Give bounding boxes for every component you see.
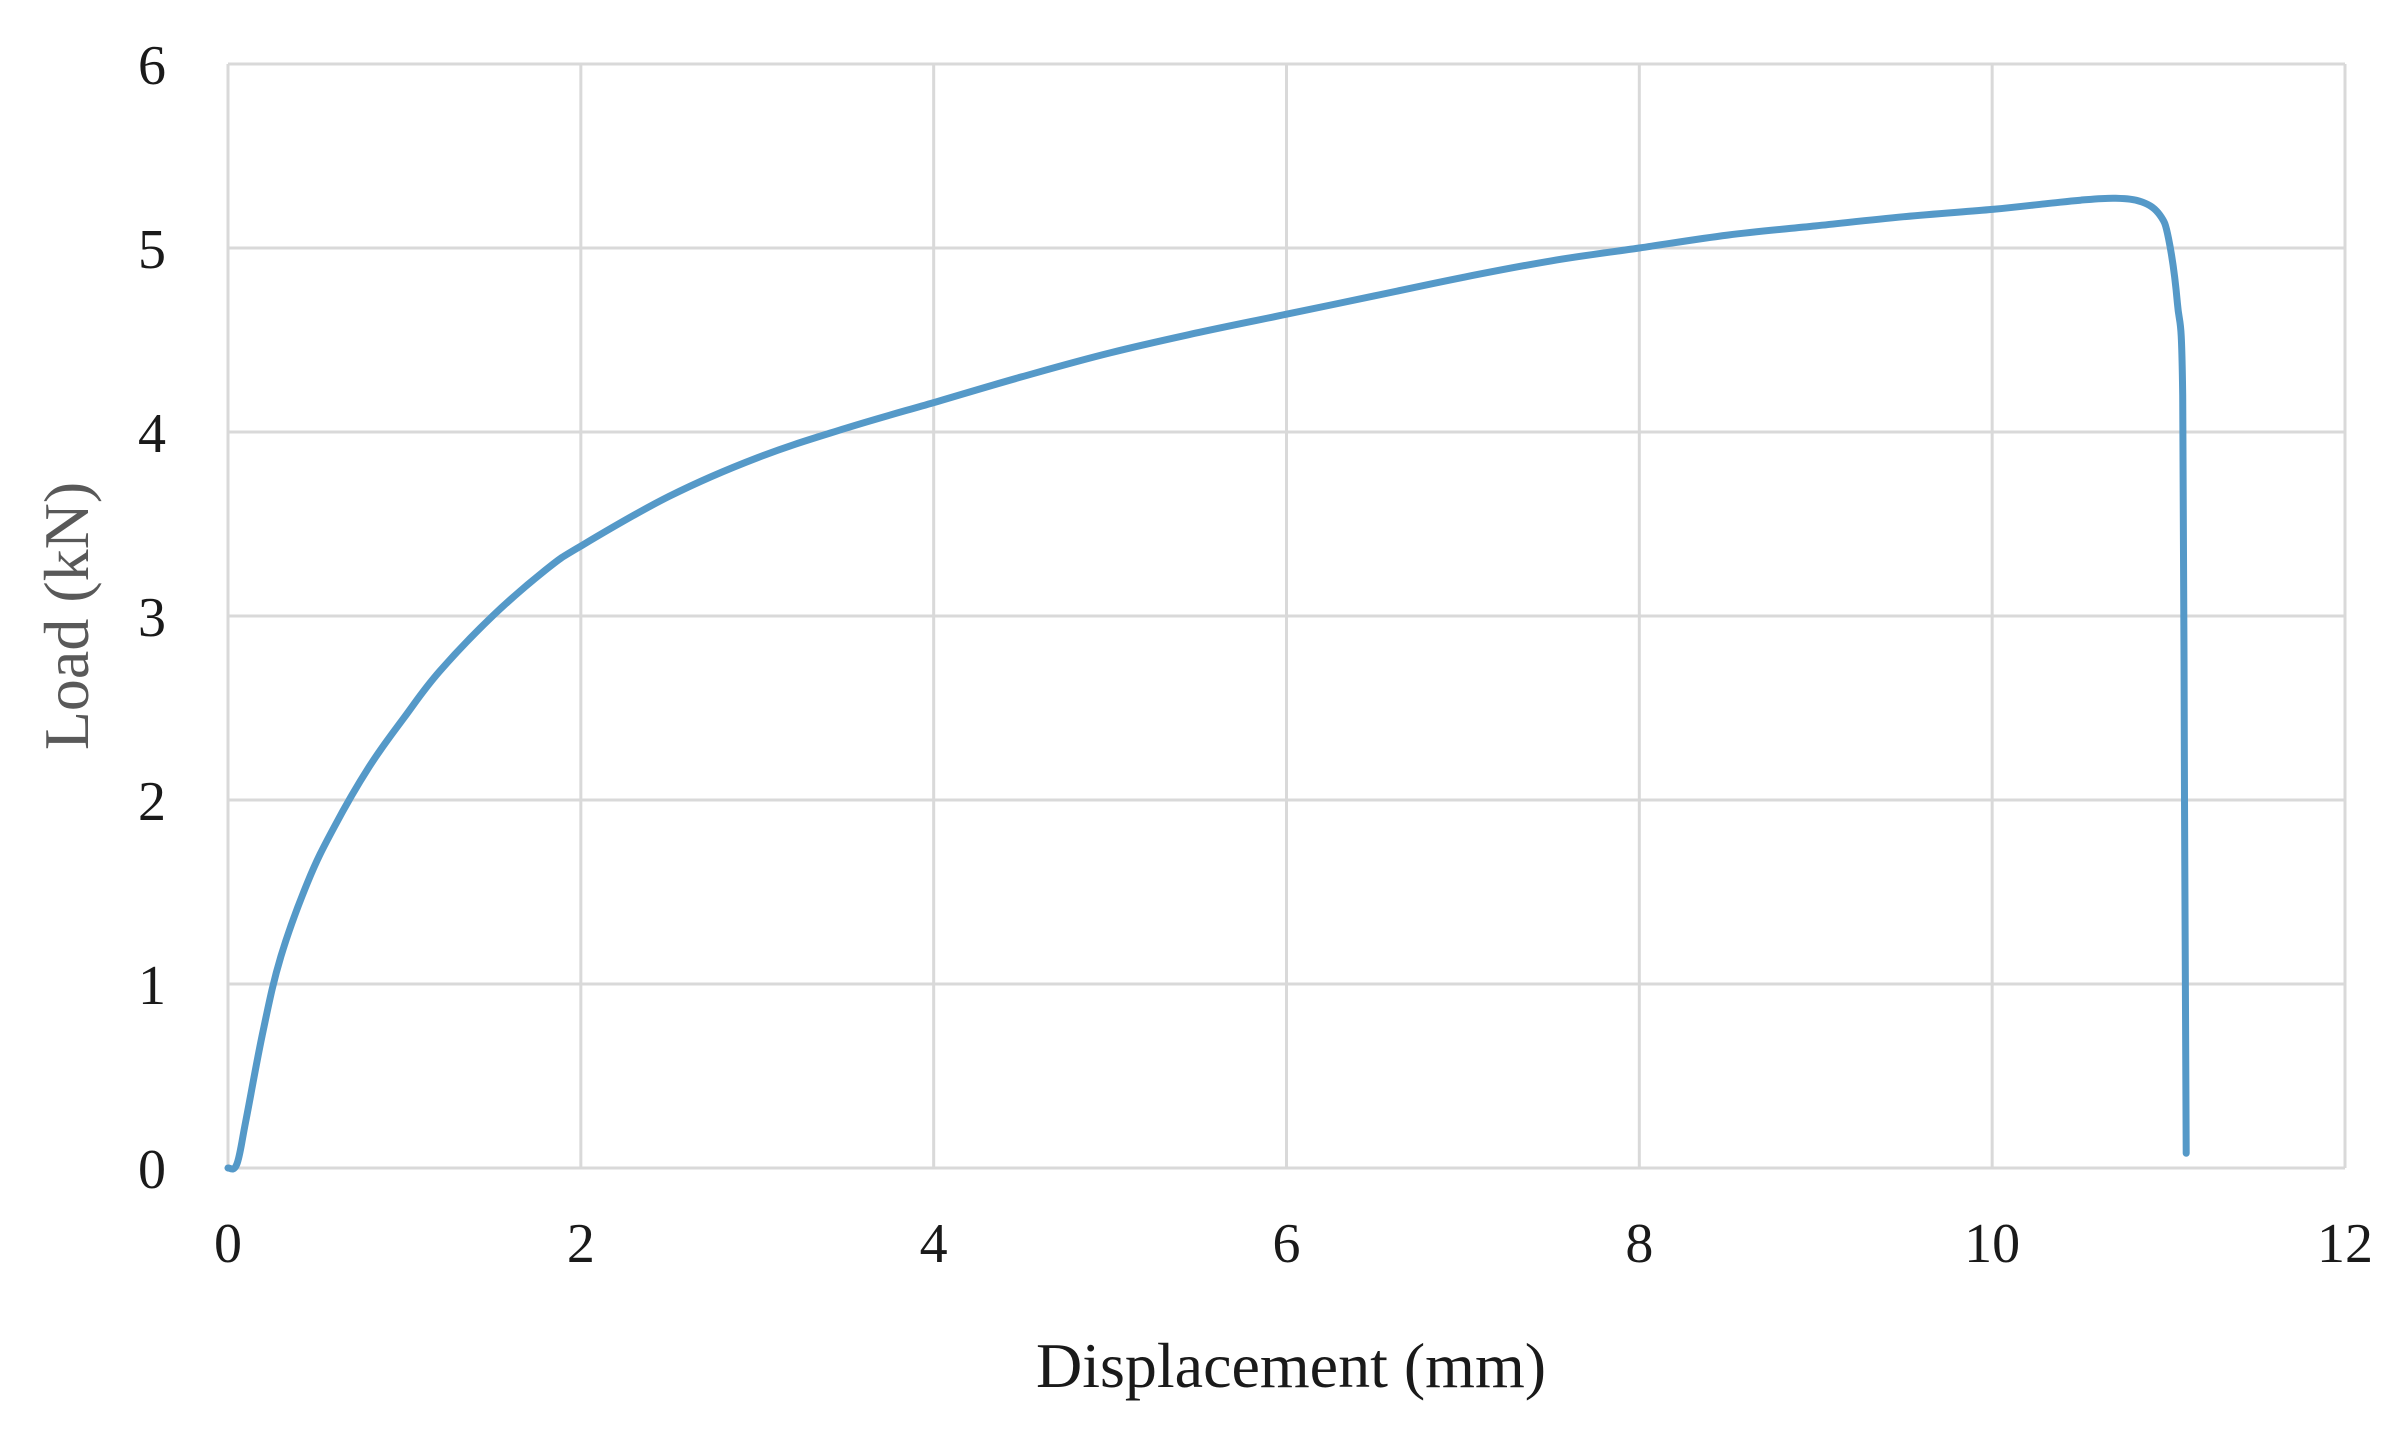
y-tick-labels: 0 1 2 3 4 5 6 — [138, 35, 166, 1201]
y-tick-label: 4 — [138, 403, 166, 465]
y-tick-label: 1 — [138, 955, 166, 1017]
y-tick-label: 3 — [138, 587, 166, 649]
x-tick-label: 10 — [1964, 1213, 2020, 1275]
series-line — [224, 194, 2190, 1173]
x-tick-label: 2 — [567, 1213, 595, 1275]
grid — [226, 62, 2347, 1170]
x-tick-label: 0 — [214, 1213, 242, 1275]
x-tick-label: 12 — [2317, 1213, 2373, 1275]
series-group — [224, 194, 2190, 1173]
x-tick-labels: 0 2 4 6 8 10 12 — [214, 1213, 2373, 1275]
y-tick-label: 5 — [138, 219, 166, 281]
x-tick-label: 6 — [1273, 1213, 1301, 1275]
y-tick-label: 0 — [138, 1139, 166, 1201]
y-axis-title: Load (kN) — [31, 482, 102, 750]
y-tick-label: 6 — [138, 35, 166, 97]
x-tick-label: 4 — [920, 1213, 948, 1275]
x-axis-title: Displacement (mm) — [1036, 1330, 1546, 1401]
y-tick-label: 2 — [138, 771, 166, 833]
x-tick-label: 8 — [1625, 1213, 1653, 1275]
